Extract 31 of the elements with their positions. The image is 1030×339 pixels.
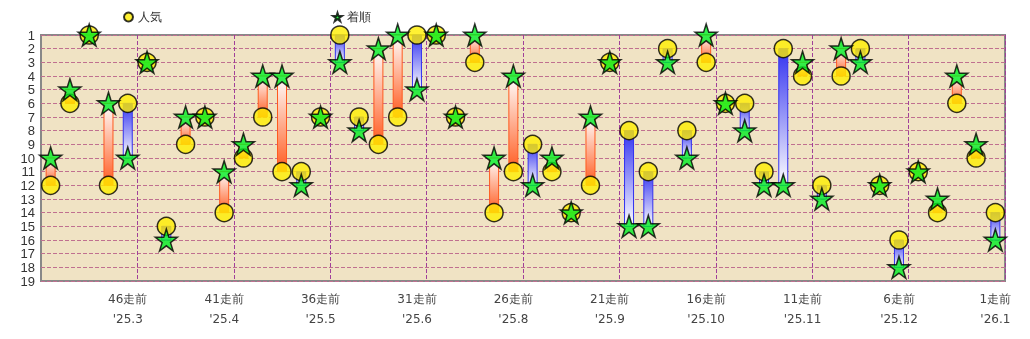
y-tick-label: 10 [20,150,35,166]
y-tick-label: 14 [20,205,35,221]
y-tick-label: 4 [27,68,35,84]
y-tick-label: 16 [20,232,35,248]
y-tick-label: 2 [27,41,35,57]
x-tick-label: 41走前 '25.4 [204,292,244,326]
y-tick-label: 11 [21,164,35,180]
y-tick-label: 8 [27,123,35,139]
x-tick-label: 11走前 '25.11 [782,292,823,326]
x-tick-label: 6走前 '25.12 [880,292,918,326]
y-tick-label: 18 [20,259,35,275]
y-tick-label: 7 [27,109,35,125]
y-tick-label: 6 [27,95,35,111]
y-tick-label: 12 [20,177,35,193]
x-tick-label: 46走前 '25.3 [108,292,148,326]
x-tick-label: 31走前 '25.6 [397,292,437,326]
x-tick-label: 21走前 '25.9 [590,292,630,326]
y-tick-label: 15 [20,218,35,234]
x-tick-label: 36走前 '25.5 [300,292,341,326]
y-tick-label: 3 [27,54,35,70]
y-tick-label: 17 [20,246,35,262]
legend-label: 人気 [138,10,162,24]
x-tick-label: 16走前 '25.10 [686,292,726,326]
y-tick-label: 1 [27,27,35,43]
y-tick-label: 5 [27,82,35,98]
x-tick-label: 1走前 '26.1 [979,292,1012,326]
y-tick-label: 19 [20,273,35,289]
x-tick-label: 26走前 '25.8 [493,292,533,326]
y-tick-label: 13 [20,191,35,207]
y-tick-label: 9 [27,136,35,152]
legend-label: 着順 [347,10,371,24]
